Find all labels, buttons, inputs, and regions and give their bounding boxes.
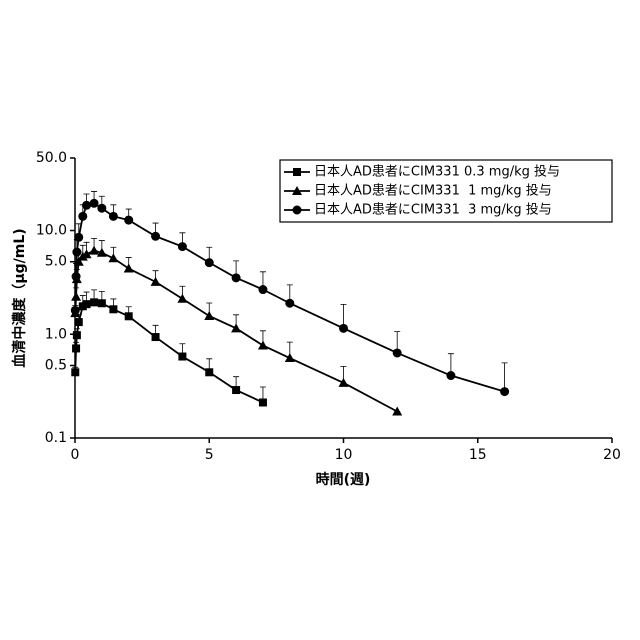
y-tick-label: 10.0 xyxy=(36,223,67,239)
x-tick-label: 10 xyxy=(335,447,353,463)
y-tick-label: 0.1 xyxy=(45,430,67,446)
y-tick-label: 1.0 xyxy=(45,326,67,342)
data-point xyxy=(73,331,81,339)
data-point xyxy=(205,258,214,267)
data-point xyxy=(232,386,240,394)
data-point xyxy=(108,253,118,262)
y-tick-label: 50.0 xyxy=(36,150,67,166)
data-point xyxy=(82,201,91,210)
x-tick-label: 0 xyxy=(71,447,80,463)
data-point xyxy=(285,299,294,308)
data-point xyxy=(393,348,402,357)
data-point xyxy=(71,306,80,315)
x-tick-label: 20 xyxy=(603,447,621,463)
data-point xyxy=(109,305,117,313)
data-point xyxy=(83,300,91,308)
data-point xyxy=(74,233,83,242)
x-tick-label: 5 xyxy=(205,447,214,463)
data-point xyxy=(109,212,118,221)
data-point xyxy=(231,323,241,332)
data-point xyxy=(204,311,214,320)
data-point xyxy=(72,344,80,352)
legend-marker xyxy=(293,206,302,215)
data-point xyxy=(78,212,87,221)
data-point xyxy=(75,318,83,326)
legend-marker xyxy=(293,168,301,176)
data-point xyxy=(285,353,295,362)
data-point xyxy=(72,248,81,257)
data-point xyxy=(98,299,106,307)
data-point xyxy=(339,378,349,387)
y-tick-label: 5.0 xyxy=(45,254,67,270)
data-point xyxy=(97,204,106,213)
legend-label: 日本人AD患者にCIM331 1 mg/kg 投与 xyxy=(314,183,552,199)
data-point xyxy=(124,216,133,225)
legend: 日本人AD患者にCIM331 0.3 mg/kg 投与日本人AD患者にCIM33… xyxy=(284,164,560,218)
data-point xyxy=(152,333,160,341)
data-point xyxy=(446,371,455,380)
x-axis-label: 時間(週) xyxy=(316,471,371,488)
data-point xyxy=(72,272,81,281)
data-point xyxy=(258,285,267,294)
data-point xyxy=(339,324,348,333)
data-point xyxy=(90,199,99,208)
data-point xyxy=(500,387,509,396)
data-point xyxy=(232,273,241,282)
data-point xyxy=(392,407,402,416)
data-point xyxy=(90,298,98,306)
data-point xyxy=(259,398,267,406)
data-point xyxy=(125,312,133,320)
data-point xyxy=(178,353,186,361)
data-point xyxy=(258,340,268,349)
legend-label: 日本人AD患者にCIM331 3 mg/kg 投与 xyxy=(314,202,552,218)
y-axis-label: 血清中濃度（μg/mL) xyxy=(11,228,28,367)
y-tick-label: 0.5 xyxy=(45,357,67,373)
data-point xyxy=(178,242,187,251)
data-point xyxy=(124,264,134,273)
data-point xyxy=(89,246,99,255)
x-tick-label: 15 xyxy=(469,447,487,463)
data-point xyxy=(71,368,79,376)
chart: 時間(週) 血清中濃度（μg/mL) 0 5 10 15 20 0.1 0.5 1.0 5.0 1… xyxy=(0,0,640,640)
data-point xyxy=(177,294,187,303)
data-point xyxy=(151,232,160,241)
data-point xyxy=(151,277,161,286)
legend-label: 日本人AD患者にCIM331 0.3 mg/kg 投与 xyxy=(314,164,560,180)
data-point xyxy=(205,368,213,376)
